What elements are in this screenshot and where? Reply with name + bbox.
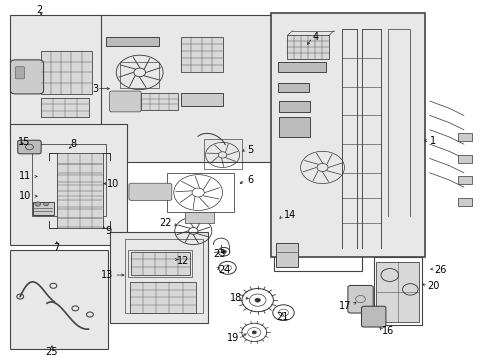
Bar <box>373 257 422 325</box>
Bar <box>277 62 326 72</box>
Bar <box>277 83 309 92</box>
Bar <box>278 101 310 112</box>
Text: 25: 25 <box>45 347 58 357</box>
Text: 10: 10 <box>19 191 31 201</box>
Bar <box>33 202 54 215</box>
Text: 19: 19 <box>227 333 239 343</box>
Text: 10: 10 <box>107 179 119 189</box>
Text: 21: 21 <box>276 312 288 322</box>
Bar <box>181 93 222 107</box>
Text: 23: 23 <box>213 248 225 258</box>
Text: 5: 5 <box>246 144 253 154</box>
Circle shape <box>43 202 48 206</box>
Text: 1: 1 <box>429 136 435 145</box>
Bar <box>10 125 127 244</box>
Text: 2: 2 <box>37 5 43 15</box>
Circle shape <box>35 202 41 206</box>
Bar <box>276 243 298 267</box>
Text: 16: 16 <box>381 326 393 336</box>
Bar <box>57 153 103 228</box>
Circle shape <box>251 331 256 334</box>
FancyBboxPatch shape <box>457 134 471 141</box>
Bar <box>125 239 203 313</box>
Text: 8: 8 <box>70 139 77 149</box>
Bar <box>181 37 222 72</box>
Bar <box>271 13 424 257</box>
Text: 7: 7 <box>54 243 60 253</box>
Text: 11: 11 <box>19 171 31 181</box>
FancyBboxPatch shape <box>15 67 24 79</box>
Text: 22: 22 <box>159 218 171 228</box>
Text: 17: 17 <box>339 301 351 311</box>
Text: 13: 13 <box>101 270 113 280</box>
Text: 9: 9 <box>105 226 111 236</box>
FancyBboxPatch shape <box>109 91 141 112</box>
Bar <box>110 232 207 323</box>
FancyBboxPatch shape <box>457 198 471 206</box>
Bar <box>375 262 418 321</box>
Text: 3: 3 <box>92 84 98 94</box>
FancyBboxPatch shape <box>18 140 41 154</box>
Bar <box>131 252 189 275</box>
Text: 4: 4 <box>311 32 318 41</box>
Bar <box>10 250 108 348</box>
Bar <box>105 37 159 45</box>
Bar <box>101 15 276 162</box>
Bar <box>32 144 105 216</box>
Bar <box>287 36 328 59</box>
Text: 26: 26 <box>434 265 446 275</box>
FancyBboxPatch shape <box>457 176 471 184</box>
Text: 18: 18 <box>229 293 242 303</box>
FancyBboxPatch shape <box>347 285 372 313</box>
Bar <box>41 98 89 117</box>
Bar <box>273 218 361 271</box>
Text: 12: 12 <box>177 256 189 266</box>
Text: 6: 6 <box>246 175 253 185</box>
FancyBboxPatch shape <box>184 212 214 223</box>
Bar <box>41 51 92 94</box>
Bar <box>278 117 310 137</box>
FancyBboxPatch shape <box>361 306 385 327</box>
Text: 14: 14 <box>283 210 295 220</box>
FancyBboxPatch shape <box>457 155 471 163</box>
Bar <box>10 15 105 137</box>
FancyBboxPatch shape <box>129 183 171 201</box>
Bar <box>130 282 195 313</box>
Text: 20: 20 <box>427 281 439 291</box>
Circle shape <box>221 250 226 253</box>
Text: 15: 15 <box>18 138 30 147</box>
Text: 24: 24 <box>218 265 230 275</box>
Bar <box>128 250 191 277</box>
Circle shape <box>254 298 260 302</box>
Bar <box>141 93 177 110</box>
FancyBboxPatch shape <box>10 60 43 94</box>
